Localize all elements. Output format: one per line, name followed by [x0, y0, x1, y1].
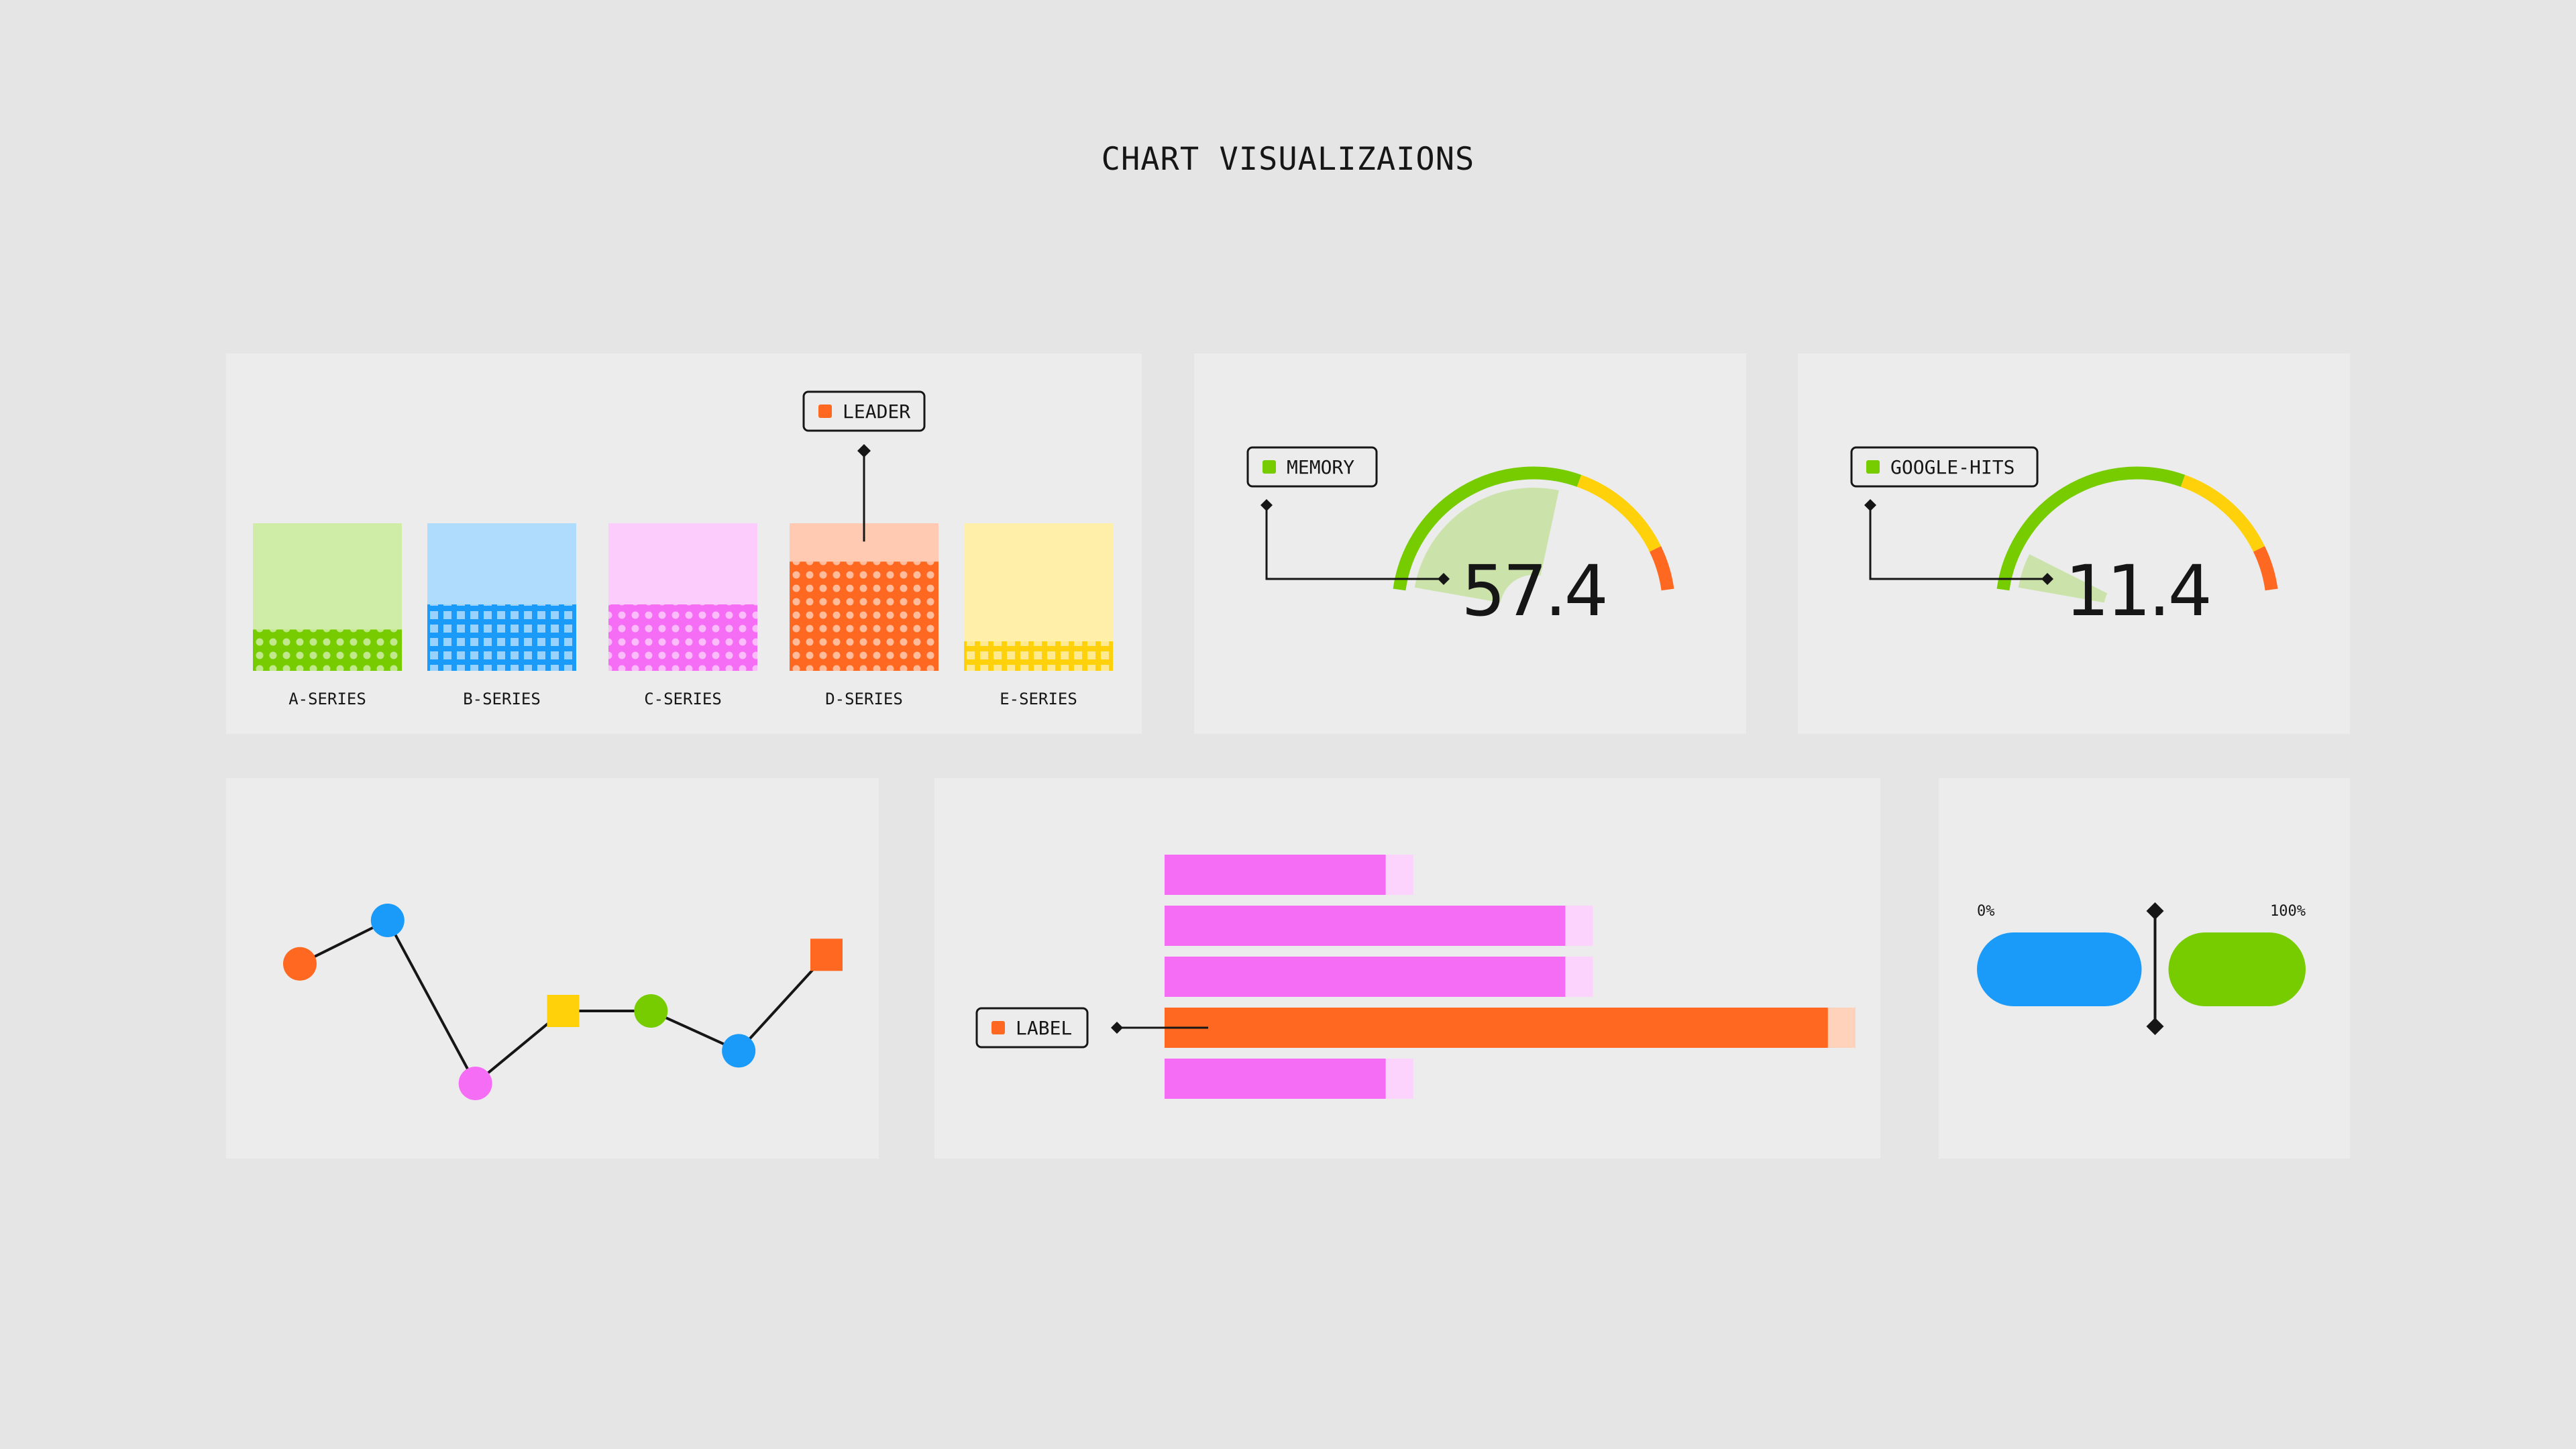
hbar-label-diamond — [1111, 1022, 1123, 1034]
leader-label: LEADER — [802, 390, 926, 432]
gauge-label-text: MEMORY — [1287, 456, 1354, 478]
leader-label-frame — [802, 390, 926, 432]
range-slider[interactable]: 0% 100% — [1939, 778, 2350, 1159]
bar-b-series — [427, 604, 576, 671]
tick-label-d-series: D-SERIES — [825, 690, 903, 708]
horizontal-bar-chart: LABEL — [975, 855, 1856, 1099]
gauge-label-swatch — [1866, 460, 1880, 474]
gauge-label: MEMORY — [1246, 446, 1378, 488]
point-6 — [722, 1034, 756, 1068]
gauge-connector-start — [1260, 499, 1273, 511]
range-min-label: 0% — [1977, 903, 1995, 920]
hbar-1 — [1165, 855, 1386, 895]
gauge-value-sector — [1414, 488, 1559, 603]
hbar-3 — [1165, 957, 1566, 997]
memory-gauge: MEMORY 57.4 — [1246, 446, 1674, 632]
memory-gauge-card: MEMORY 57.4 — [1194, 354, 1746, 734]
gauge-label-frame — [1850, 446, 2039, 488]
bar-chart-card: A-SERIES B-SERIES C-SERIES D-SERIES E-SERIES… — [226, 354, 1142, 734]
hbar-5 — [1165, 1059, 1386, 1099]
gauge-connector-end — [1438, 573, 1450, 585]
bar-e-series — [964, 641, 1113, 671]
leader-label-text: LEADER — [843, 400, 910, 423]
point-7 — [810, 938, 843, 971]
page-title: CHART VISUALIZAIONS — [1101, 141, 1475, 178]
gauge-label-frame — [1246, 446, 1378, 488]
range-right-segment — [2168, 932, 2306, 1006]
gauge-connector — [1869, 505, 2047, 580]
gauge-connector-end — [2041, 573, 2053, 585]
range-left-segment — [1977, 932, 2142, 1006]
gauge-connector-start — [1864, 499, 1876, 511]
point-3 — [458, 1067, 492, 1100]
leader-label-swatch — [818, 405, 832, 418]
range-max-label: 100% — [2270, 903, 2306, 920]
gauge-label: GOOGLE-HITS — [1850, 446, 2039, 488]
gauge-band-1 — [2180, 474, 2265, 552]
point-1 — [283, 947, 317, 981]
hbar-label-text: LABEL — [1016, 1017, 1072, 1039]
range-handle-bottom — [2146, 1018, 2164, 1035]
google-hits-gauge-card: GOOGLE-HITS 11.4 — [1798, 354, 2350, 734]
gauge-connector — [1265, 505, 1444, 580]
bar-c-series — [608, 604, 757, 671]
hbar-label: LABEL — [975, 1007, 1089, 1049]
range-handle-top — [2146, 902, 2164, 920]
gauge-band-2 — [1649, 546, 1674, 591]
point-4 — [547, 995, 580, 1027]
hbar-label-swatch — [991, 1021, 1005, 1034]
hbar-4 — [1165, 1008, 1828, 1048]
line-chart-card — [226, 778, 879, 1159]
hbar-label-frame — [975, 1007, 1089, 1049]
horizontal-bar-chart-card: LABEL — [934, 778, 1880, 1159]
gauge-value: 57.4 — [1461, 550, 1606, 632]
range-slider-card: 0% 100% — [1939, 778, 2350, 1159]
point-2 — [370, 904, 405, 937]
line-chart — [283, 904, 843, 1100]
tick-label-c-series: C-SERIES — [644, 690, 722, 708]
tick-label-e-series: E-SERIES — [1000, 690, 1077, 708]
tick-label-a-series: A-SERIES — [288, 690, 366, 708]
hbar-2 — [1165, 906, 1566, 946]
tick-label-b-series: B-SERIES — [463, 690, 541, 708]
gauge-value-sector — [2018, 554, 2108, 603]
gauge-band-0 — [1996, 466, 2186, 591]
bar-chart: A-SERIES B-SERIES C-SERIES D-SERIES E-SERIES… — [253, 390, 1113, 708]
gauge-label-swatch — [1263, 460, 1276, 474]
bar-d-series — [790, 561, 938, 671]
gauge-band-0 — [1393, 466, 1582, 591]
google-hits-gauge: GOOGLE-HITS 11.4 — [1850, 446, 2278, 632]
point-5 — [634, 994, 668, 1028]
leader-diamond — [857, 444, 871, 458]
gauge-label-text: GOOGLE-HITS — [1890, 456, 2015, 478]
gauge-value: 11.4 — [2065, 550, 2210, 632]
gauge-band-1 — [1576, 474, 1662, 552]
bar-a-series — [253, 629, 402, 671]
gauge-band-2 — [2253, 546, 2278, 591]
